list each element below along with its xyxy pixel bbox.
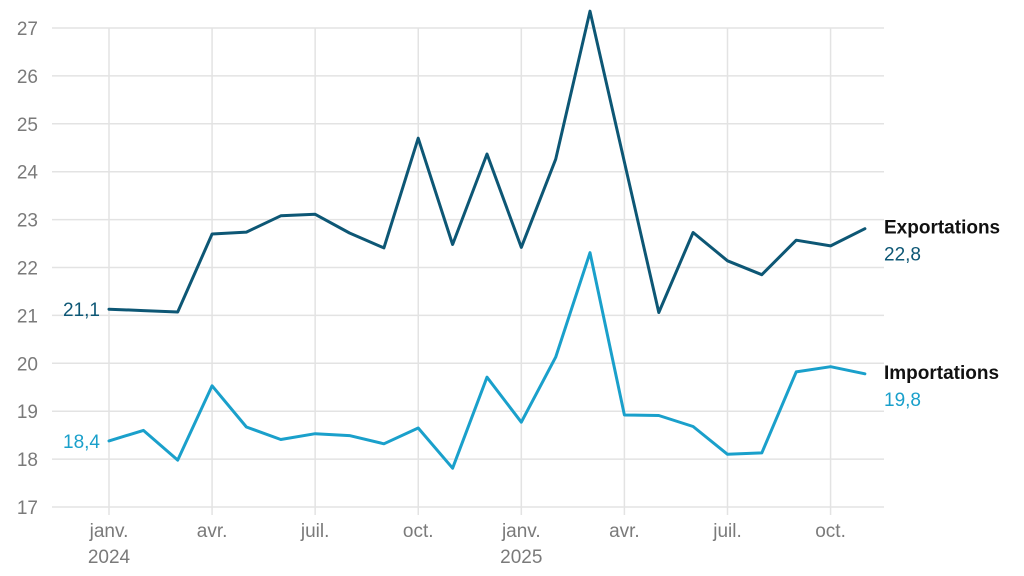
x-axis: janv. 2024 avr. juil. oct. janv. 2025 avr. juil.…	[88, 521, 846, 568]
series-end-label: 22,8	[884, 245, 921, 266]
series-name-label: Exportations	[884, 218, 1000, 239]
series-start-label: 21,1	[63, 300, 100, 321]
series-start-label: 18,4	[63, 432, 100, 453]
y-tick-label: 20	[17, 354, 38, 375]
series-group	[107, 9, 867, 470]
x-tick-label: avr.	[609, 521, 640, 542]
grid-lines	[52, 27, 884, 515]
y-axis: 17 18 19 20 21 22 23 24 25 26 27	[17, 19, 39, 519]
y-tick-label: 21	[17, 306, 38, 327]
x-tick-label: avr.	[197, 521, 228, 542]
x-tick-label: oct.	[815, 521, 846, 542]
x-tick-label: juil.	[712, 521, 742, 542]
y-tick-label: 17	[17, 498, 38, 519]
x-tick-label: janv.	[501, 521, 541, 542]
x-tick-year-label: 2024	[88, 547, 131, 568]
series-labels: 21,1 Exportations 22,8 18,4 Importations 19,8	[63, 218, 1000, 453]
y-tick-label: 25	[17, 115, 38, 136]
x-tick-year-label: 2025	[500, 547, 542, 568]
y-tick-label: 18	[17, 450, 38, 471]
y-tick-label: 19	[17, 402, 38, 423]
series-line-importations	[107, 251, 867, 470]
x-tick-label: janv.	[89, 521, 129, 542]
y-tick-label: 23	[17, 211, 38, 232]
series-line-exportations	[107, 9, 867, 314]
x-tick-label: oct.	[403, 521, 434, 542]
x-tick-label: juil.	[300, 521, 330, 542]
y-tick-label: 27	[17, 19, 38, 40]
y-tick-label: 22	[17, 259, 38, 280]
y-tick-label: 26	[17, 67, 38, 88]
series-end-label: 19,8	[884, 390, 921, 411]
y-tick-label: 24	[17, 163, 39, 184]
series-name-label: Importations	[884, 363, 999, 384]
